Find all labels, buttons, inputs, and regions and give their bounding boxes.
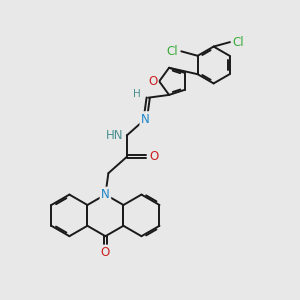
Text: Cl: Cl xyxy=(232,36,244,49)
Text: O: O xyxy=(101,246,110,259)
Text: N: N xyxy=(101,188,110,201)
Text: N: N xyxy=(141,112,150,126)
Text: HN: HN xyxy=(106,129,123,142)
Text: Cl: Cl xyxy=(167,45,178,58)
Text: H: H xyxy=(133,89,141,99)
Text: O: O xyxy=(148,75,157,88)
Text: O: O xyxy=(149,150,158,163)
